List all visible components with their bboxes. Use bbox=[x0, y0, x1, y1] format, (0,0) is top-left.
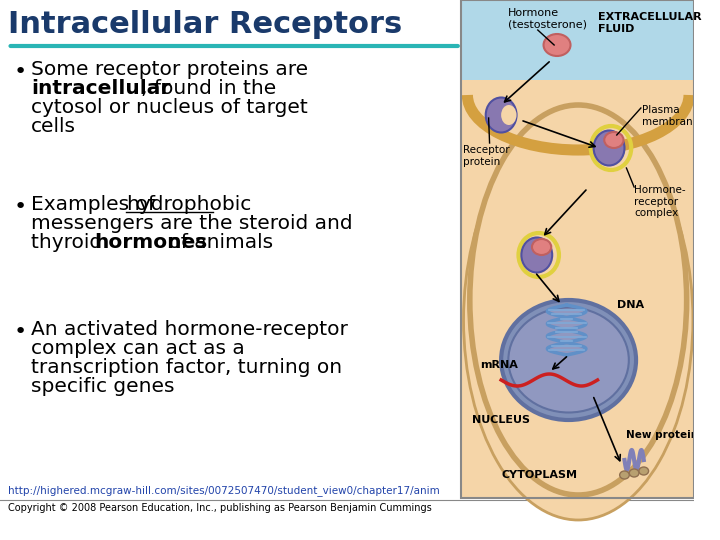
Text: messengers are the steroid and: messengers are the steroid and bbox=[31, 214, 353, 233]
Ellipse shape bbox=[501, 105, 516, 125]
Text: thyroid: thyroid bbox=[31, 233, 108, 252]
Text: Hormone-
receptor
complex: Hormone- receptor complex bbox=[634, 185, 685, 218]
Ellipse shape bbox=[521, 238, 552, 273]
Text: Receptor
protein: Receptor protein bbox=[462, 145, 509, 167]
Text: hormones: hormones bbox=[94, 233, 207, 252]
Ellipse shape bbox=[470, 105, 687, 495]
Text: NUCLEUS: NUCLEUS bbox=[472, 415, 530, 425]
Ellipse shape bbox=[594, 131, 624, 165]
Text: DNA: DNA bbox=[617, 300, 644, 310]
Text: An activated hormone-receptor: An activated hormone-receptor bbox=[31, 320, 348, 339]
Text: mRNA: mRNA bbox=[480, 360, 518, 370]
Ellipse shape bbox=[508, 307, 629, 413]
Text: CYTOPLASM: CYTOPLASM bbox=[501, 470, 577, 480]
Text: , found in the: , found in the bbox=[141, 79, 276, 98]
Text: Intracellular Receptors: Intracellular Receptors bbox=[8, 10, 402, 39]
FancyBboxPatch shape bbox=[461, 0, 694, 95]
Ellipse shape bbox=[544, 34, 570, 56]
Ellipse shape bbox=[639, 467, 649, 475]
Text: •: • bbox=[14, 197, 27, 217]
Text: complex can act as a: complex can act as a bbox=[31, 339, 245, 358]
Text: Copyright © 2008 Pearson Education, Inc., publishing as Pearson Benjamin Cumming: Copyright © 2008 Pearson Education, Inc.… bbox=[8, 503, 431, 513]
Text: transcription factor, turning on: transcription factor, turning on bbox=[31, 358, 342, 377]
Ellipse shape bbox=[464, 120, 693, 520]
Ellipse shape bbox=[486, 98, 516, 132]
Text: specific genes: specific genes bbox=[31, 377, 174, 396]
Text: Hormone
(testosterone): Hormone (testosterone) bbox=[508, 8, 587, 30]
Ellipse shape bbox=[604, 132, 624, 148]
Text: •: • bbox=[14, 322, 27, 342]
Ellipse shape bbox=[620, 471, 629, 479]
FancyBboxPatch shape bbox=[461, 60, 694, 498]
Text: cytosol or nucleus of target: cytosol or nucleus of target bbox=[31, 98, 307, 117]
Text: intracellular: intracellular bbox=[31, 79, 170, 98]
FancyBboxPatch shape bbox=[461, 0, 694, 80]
Text: Some receptor proteins are: Some receptor proteins are bbox=[31, 60, 308, 79]
Ellipse shape bbox=[629, 469, 639, 477]
Text: Examples of: Examples of bbox=[31, 195, 161, 214]
Text: cells: cells bbox=[31, 117, 76, 136]
Text: http://highered.mcgraw-hill.com/sites/0072507470/student_view0/chapter17/anim: http://highered.mcgraw-hill.com/sites/00… bbox=[8, 485, 439, 496]
Text: EXTRACELLULAR
FLUID: EXTRACELLULAR FLUID bbox=[598, 12, 701, 33]
Text: New protein: New protein bbox=[626, 430, 698, 440]
Text: of animals: of animals bbox=[162, 233, 273, 252]
Ellipse shape bbox=[501, 300, 636, 420]
Text: Plasma
membrane: Plasma membrane bbox=[642, 105, 699, 126]
Text: •: • bbox=[14, 62, 27, 82]
Text: hydrophobic: hydrophobic bbox=[126, 195, 251, 214]
Ellipse shape bbox=[532, 239, 552, 255]
FancyBboxPatch shape bbox=[461, 0, 694, 72]
